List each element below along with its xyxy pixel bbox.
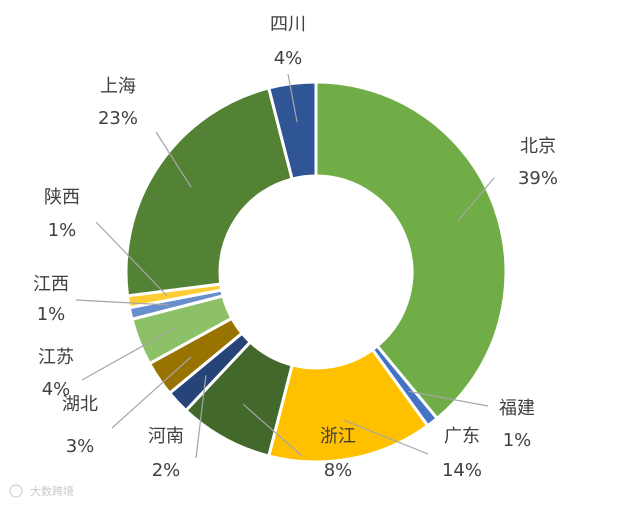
slice-value-广东: 14% bbox=[442, 460, 482, 481]
donut-slices bbox=[124, 80, 508, 464]
slice-北京 bbox=[314, 80, 508, 421]
slice-name-江苏: 江苏 bbox=[38, 347, 74, 368]
slice-name-广东: 广东 bbox=[444, 426, 480, 447]
watermark: 大数跨境 bbox=[9, 484, 74, 498]
leader-line-湖北 bbox=[111, 356, 192, 429]
leader-line-浙江 bbox=[242, 403, 303, 457]
leader-line-广东 bbox=[344, 419, 429, 455]
slice-value-浙江: 8% bbox=[324, 460, 353, 481]
leader-line-江苏 bbox=[81, 327, 176, 381]
slice-name-福建: 福建 bbox=[499, 398, 535, 419]
slice-name-河南: 河南 bbox=[148, 426, 184, 447]
slice-四川 bbox=[266, 80, 318, 181]
slice-value-北京: 39% bbox=[518, 168, 558, 189]
leader-line-陕西 bbox=[95, 221, 168, 297]
slice-name-湖北: 湖北 bbox=[62, 394, 98, 415]
slice-value-四川: 4% bbox=[274, 48, 303, 69]
watermark-icon bbox=[9, 484, 23, 498]
leader-line-河南 bbox=[195, 375, 207, 459]
slice-name-上海: 上海 bbox=[100, 76, 136, 97]
leader-line-四川 bbox=[287, 73, 298, 123]
leader-line-上海 bbox=[155, 131, 192, 188]
slice-value-陕西: 1% bbox=[48, 220, 77, 241]
slice-value-江苏: 4% bbox=[42, 379, 71, 400]
leader-line-北京 bbox=[457, 177, 495, 222]
leader-line-福建 bbox=[408, 390, 489, 407]
slice-value-福建: 1% bbox=[503, 430, 532, 451]
slice-labels: 北京 39% 福建 1% 广东 14% 浙江 8% 河南 2% 湖北 3% 江苏 4% 江西 1% 陕西 1% 上海… bbox=[33, 14, 558, 481]
slice-name-江西: 江西 bbox=[33, 274, 69, 295]
slice-value-河南: 2% bbox=[152, 460, 181, 481]
slice-value-上海: 23% bbox=[98, 108, 138, 129]
slice-value-湖北: 3% bbox=[66, 436, 95, 457]
slice-value-江西: 1% bbox=[37, 304, 66, 325]
slice-name-浙江: 浙江 bbox=[320, 426, 356, 447]
slice-上海 bbox=[124, 86, 294, 298]
slice-name-陕西: 陕西 bbox=[44, 187, 80, 208]
slice-name-北京: 北京 bbox=[520, 136, 556, 157]
slice-name-四川: 四川 bbox=[270, 14, 306, 35]
watermark-text: 大数跨境 bbox=[30, 484, 74, 498]
leader-line-江西 bbox=[75, 299, 169, 306]
leader-lines bbox=[75, 73, 495, 459]
